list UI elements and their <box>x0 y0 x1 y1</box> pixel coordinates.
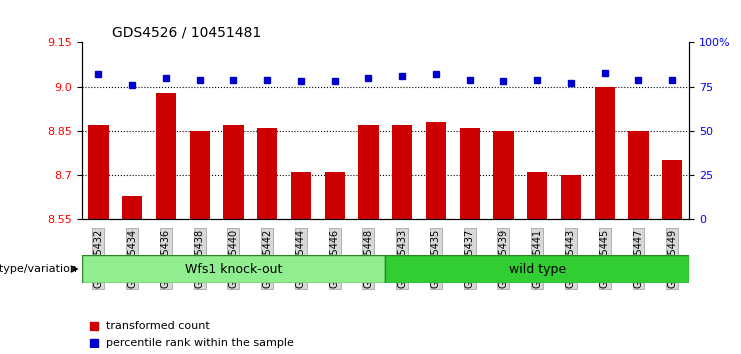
Bar <box>122 196 142 219</box>
Text: Wfs1 knock-out: Wfs1 knock-out <box>185 263 282 275</box>
Bar <box>325 172 345 219</box>
Bar <box>156 93 176 219</box>
Bar <box>223 125 244 219</box>
Bar <box>426 122 446 219</box>
Bar <box>494 131 514 219</box>
Text: wild type: wild type <box>508 263 566 275</box>
FancyBboxPatch shape <box>82 255 385 283</box>
Bar <box>190 131 210 219</box>
Bar <box>257 128 277 219</box>
Bar <box>662 160 682 219</box>
Bar <box>561 175 581 219</box>
Bar <box>459 128 480 219</box>
Bar <box>290 172 311 219</box>
Bar <box>527 172 548 219</box>
Bar <box>628 131 648 219</box>
Text: GDS4526 / 10451481: GDS4526 / 10451481 <box>112 26 261 40</box>
Bar <box>594 87 615 219</box>
Text: percentile rank within the sample: percentile rank within the sample <box>106 338 293 348</box>
Text: genotype/variation: genotype/variation <box>0 264 77 274</box>
Bar <box>359 125 379 219</box>
Text: transformed count: transformed count <box>106 321 210 331</box>
FancyBboxPatch shape <box>385 255 689 283</box>
Bar <box>392 125 412 219</box>
Bar <box>88 125 108 219</box>
